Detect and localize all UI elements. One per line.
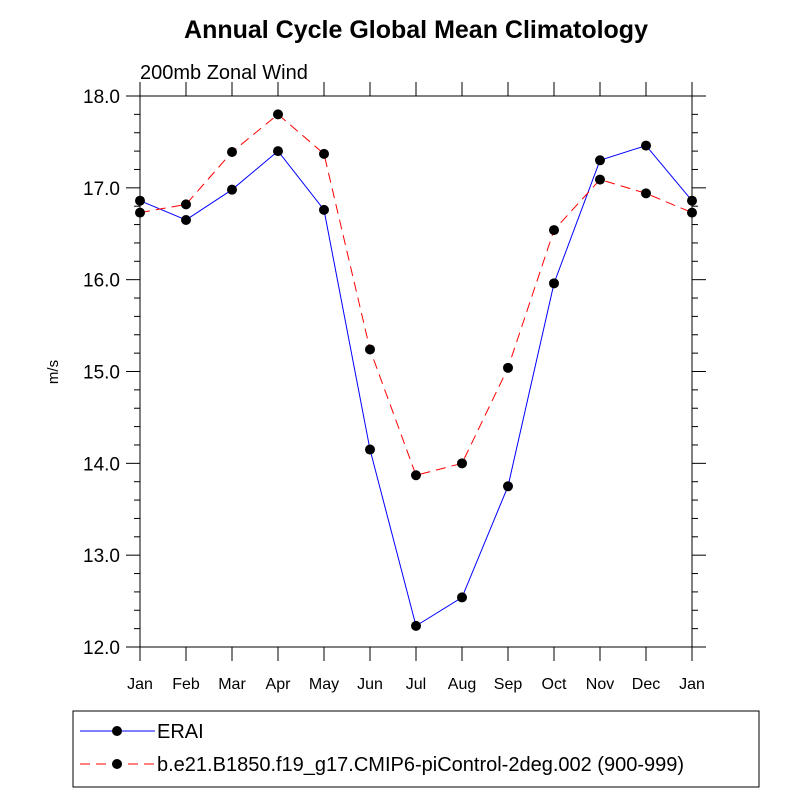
y-tick-label: 12.0 — [83, 638, 120, 659]
data-point — [365, 344, 375, 355]
x-tick-label: Oct — [542, 676, 567, 693]
data-point — [181, 199, 191, 210]
x-tick-label: Jan — [679, 676, 705, 693]
x-tick-label: Aug — [448, 676, 476, 693]
series-line-1 — [139, 113, 693, 476]
y-tick-label: 17.0 — [83, 179, 120, 200]
legend-label: b.e21.B1850.f19_g17.CMIP6-piControl-2deg… — [157, 754, 684, 776]
data-point — [503, 481, 513, 492]
data-point — [595, 174, 605, 185]
x-tick-label: Nov — [586, 676, 614, 693]
data-point — [319, 204, 329, 215]
y-tick-label: 14.0 — [83, 454, 120, 475]
y-axis-label: m/s — [45, 360, 62, 384]
x-tick-label: Feb — [172, 676, 200, 693]
x-tick-label: Apr — [266, 676, 292, 693]
y-tick-label: 18.0 — [83, 87, 120, 108]
data-point — [273, 109, 283, 120]
data-point — [227, 147, 237, 158]
data-point — [549, 225, 559, 236]
data-point — [273, 146, 283, 157]
x-tick-label: Dec — [632, 676, 660, 693]
data-point — [457, 458, 467, 469]
data-point — [595, 155, 605, 166]
data-point — [319, 148, 329, 159]
data-point — [411, 620, 421, 631]
data-point — [641, 140, 651, 151]
legend-marker — [112, 726, 122, 736]
plot-frame — [139, 95, 693, 648]
y-tick-label: 16.0 — [83, 271, 120, 292]
legend-box — [72, 710, 760, 788]
data-point — [457, 592, 467, 603]
data-point — [687, 195, 697, 206]
x-tick-label: Jul — [406, 676, 426, 693]
x-tick-label: Jun — [357, 676, 383, 693]
y-tick-label: 15.0 — [83, 363, 120, 384]
data-point — [503, 362, 513, 373]
data-point — [687, 207, 697, 218]
data-point — [365, 444, 375, 455]
data-point — [135, 195, 145, 206]
chart-title: Annual Cycle Global Mean Climatology — [184, 16, 648, 44]
data-point — [181, 214, 191, 225]
chart-subtitle: 200mb Zonal Wind — [140, 62, 308, 84]
data-point — [135, 207, 145, 218]
x-tick-label: Mar — [218, 676, 246, 693]
data-point — [641, 188, 651, 199]
x-tick-label: Sep — [494, 676, 523, 693]
y-tick-label: 13.0 — [83, 546, 120, 567]
data-point — [549, 278, 559, 289]
x-tick-label: Jan — [127, 676, 153, 693]
data-point — [411, 470, 421, 481]
legend-label: ERAI — [157, 721, 204, 743]
data-point — [227, 184, 237, 195]
series-line-0 — [139, 145, 693, 627]
x-tick-label: May — [309, 676, 339, 693]
legend-marker — [112, 759, 122, 769]
